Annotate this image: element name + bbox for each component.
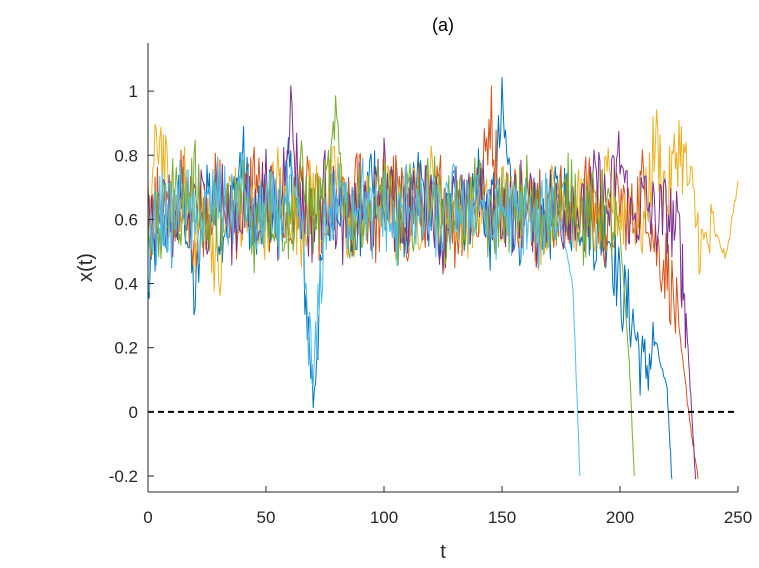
x-axis-label: t [440, 541, 446, 563]
x-tick-label: 150 [488, 508, 516, 527]
x-tick-label: 0 [143, 508, 152, 527]
series-line-2 [147, 85, 699, 480]
x-tick-label: 250 [724, 508, 752, 527]
series-line-1 [147, 77, 673, 480]
x-tick-label: 200 [606, 508, 634, 527]
y-tick-label: 0.6 [114, 210, 138, 229]
y-tick-label: 0.4 [114, 275, 138, 294]
plot-area [147, 77, 739, 480]
series-line-6 [147, 152, 581, 477]
y-axis-ticks: -0.2 0 0.2 0.4 0.6 0.8 1 [109, 82, 154, 486]
y-tick-label: 0.2 [114, 339, 138, 358]
chart-title: (a) [432, 15, 454, 35]
x-axis-ticks: 0 50 100 150 200 250 [143, 486, 752, 527]
x-tick-label: 50 [257, 508, 276, 527]
series-line-5 [147, 95, 635, 477]
y-tick-label: 1 [129, 82, 138, 101]
series-line-4 [147, 85, 696, 480]
y-axis-label: x(t) [75, 253, 97, 282]
series-lines [147, 77, 739, 480]
y-tick-label: -0.2 [109, 467, 138, 486]
x-tick-label: 100 [370, 508, 398, 527]
y-tick-label: 0.8 [114, 146, 138, 165]
y-tick-label: 0 [129, 403, 138, 422]
axes: 0 50 100 150 200 250 -0.2 0 0.2 0.4 0.6 0.8 1 [109, 43, 752, 527]
